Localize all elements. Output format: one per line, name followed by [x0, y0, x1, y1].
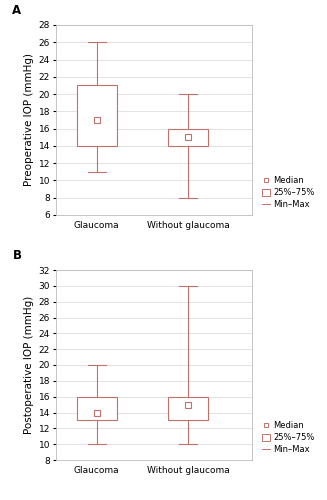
- Y-axis label: Preoperative IOP (mmHg): Preoperative IOP (mmHg): [25, 54, 34, 186]
- Text: A: A: [12, 4, 22, 18]
- Bar: [168, 128, 208, 146]
- Bar: [77, 396, 117, 420]
- Legend: Median, 25%–75%, Min–Max: Median, 25%–75%, Min–Max: [260, 420, 316, 456]
- Y-axis label: Postoperative IOP (mmHg): Postoperative IOP (mmHg): [25, 296, 34, 434]
- Bar: [77, 86, 117, 146]
- Legend: Median, 25%–75%, Min–Max: Median, 25%–75%, Min–Max: [260, 174, 316, 211]
- Text: B: B: [12, 250, 22, 262]
- Bar: [168, 396, 208, 420]
